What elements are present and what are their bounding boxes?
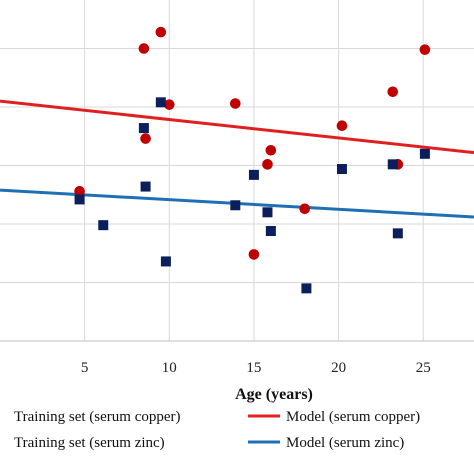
copper-point [299,203,311,215]
copper-point [74,185,85,197]
copper-point [419,44,431,55]
copper-point [387,86,399,98]
model-lines [0,99,474,219]
legend-entry: Training set (serum copper) [14,409,181,425]
x-tick-label: 15 [246,360,261,376]
copper-point [336,120,348,132]
legend: Training set (serum copper) Model (serum … [14,409,420,451]
zinc-point [336,164,347,175]
zinc-point [265,226,276,237]
zinc-point [392,228,403,239]
x-tick-label: 10 [162,360,177,376]
copper-point [138,43,150,54]
zinc-point [160,256,171,267]
copper-point [265,144,277,156]
x-tick-label: 5 [81,360,89,376]
zinc-point [301,283,312,294]
x-tick-labels: 5 10 15 20 25 [81,360,431,376]
legend-entry: Model (serum copper) [286,409,420,425]
data-points [74,26,431,294]
grid-lines [0,0,474,342]
x-tick-label: 20 [331,360,346,376]
copper-point [248,249,260,260]
copper-point [163,99,175,110]
x-tick-label: 25 [416,360,431,376]
copper-point [155,26,167,38]
legend-entry: Model (serum zinc) [286,435,404,451]
zinc-point [138,123,149,134]
legend-entry: Training set (serum zinc) [14,435,165,451]
zinc-point [140,181,151,192]
copper-point [230,98,241,109]
zinc-point [98,220,109,231]
zinc-point [262,207,273,218]
x-axis-label: Age (years) [235,386,313,403]
zinc-point [387,159,398,170]
model-line-2 [0,99,474,155]
zinc-point [74,194,85,205]
zinc-point [230,200,241,211]
copper-point [262,159,273,170]
zinc-point [419,148,430,159]
zinc-point [248,169,259,180]
copper-point [140,133,151,144]
zinc-point [155,97,166,108]
